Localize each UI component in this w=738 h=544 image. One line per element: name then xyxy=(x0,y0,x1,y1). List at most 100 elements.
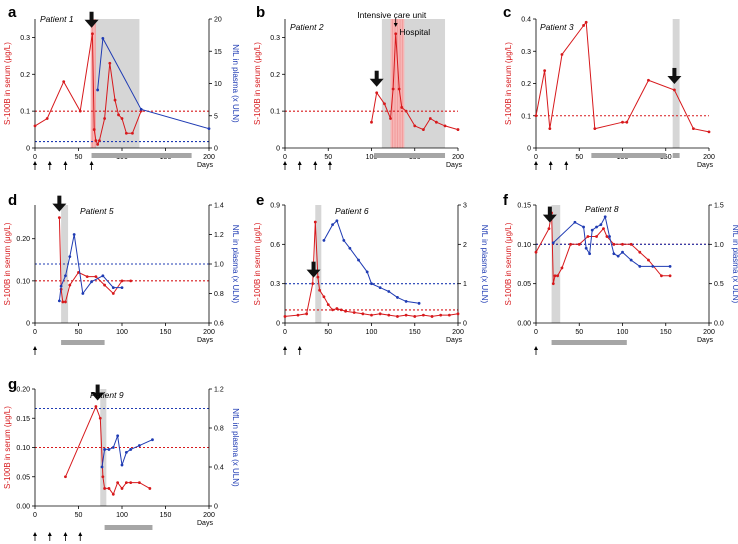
s100b-data-point xyxy=(148,487,152,490)
y-axis-title: S-100B in serum (μg/L) xyxy=(3,222,12,305)
s100b-data-point xyxy=(397,87,401,91)
event-arrow-head xyxy=(369,78,384,87)
nfl-data-point xyxy=(396,296,399,299)
time-marker-arrowhead xyxy=(33,161,37,165)
s100b-data-point xyxy=(378,312,382,316)
y2-tick-label: 0 xyxy=(214,504,218,511)
nfl-data-point xyxy=(608,235,611,238)
panel-label: e xyxy=(256,192,264,209)
s100b-data-point xyxy=(97,139,101,143)
x-tick-label: 200 xyxy=(452,329,464,336)
s100b-data-point xyxy=(422,128,425,131)
time-marker-arrowhead xyxy=(327,161,332,165)
time-marker-arrowhead xyxy=(63,532,68,536)
x-axis-title: Days xyxy=(197,520,213,527)
y-tick-label: 0.15 xyxy=(16,416,30,423)
s100b-data-point xyxy=(45,117,49,120)
event-arrow-shaft xyxy=(311,261,316,271)
y-tick-label: 0.6 xyxy=(270,242,280,249)
y-tick-label: 0 xyxy=(276,321,280,328)
s100b-data-point xyxy=(94,275,98,279)
time-marker-arrowhead xyxy=(548,161,553,165)
s100b-data-point xyxy=(396,315,399,318)
s100b-data-point xyxy=(394,32,398,36)
y2-tick-label: 0 xyxy=(463,321,467,328)
event-arrow-shaft xyxy=(672,67,677,77)
x-tick-label: 50 xyxy=(324,154,332,161)
s100b-data-point xyxy=(673,88,676,92)
s100b-data-point xyxy=(103,117,106,120)
x-tick-label: 50 xyxy=(75,329,83,336)
s100b-series-line xyxy=(284,221,459,317)
s100b-data-point xyxy=(647,258,650,262)
s100b-data-point xyxy=(117,113,120,117)
s100b-data-point xyxy=(94,405,98,408)
nfl-data-point xyxy=(387,290,391,293)
s100b-data-point xyxy=(593,127,597,131)
s100b-data-point xyxy=(64,300,67,304)
s100b-data-point xyxy=(434,120,438,124)
s100b-data-point xyxy=(101,475,105,479)
s100b-data-point xyxy=(422,313,425,317)
s100b-data-point xyxy=(331,308,334,312)
time-marker-arrowhead xyxy=(283,161,287,165)
s100b-data-point xyxy=(625,120,629,124)
s100b-data-point xyxy=(344,309,347,313)
patient-title: Patient 3 xyxy=(540,22,574,32)
y-tick-label: 0.00 xyxy=(517,321,531,328)
y-tick-label: 0.1 xyxy=(270,109,280,116)
nfl-data-point xyxy=(584,246,588,250)
y-tick-label: 0.3 xyxy=(270,35,280,42)
y-tick-label: 0.10 xyxy=(517,242,531,249)
s100b-data-point xyxy=(57,216,61,220)
s100b-data-point xyxy=(361,312,365,316)
s100b-data-point xyxy=(551,282,555,286)
s100b-data-point xyxy=(120,279,124,283)
s100b-data-point xyxy=(61,300,65,304)
x-tick-label: 0 xyxy=(283,154,287,161)
s100b-data-point xyxy=(400,106,404,109)
s100b-data-point xyxy=(569,242,572,246)
x-axis-title: Days xyxy=(697,162,713,169)
patient-title: Patient 1 xyxy=(40,14,74,24)
y-tick-label: 0.3 xyxy=(270,281,280,288)
x-tick-label: 50 xyxy=(575,154,583,161)
patient-title: Patient 9 xyxy=(90,390,124,400)
s100b-data-point xyxy=(64,475,67,479)
y2-tick-label: 0.6 xyxy=(214,321,224,328)
event-arrow-head xyxy=(52,203,67,212)
event-arrow-shaft xyxy=(95,384,100,394)
x-tick-label: 50 xyxy=(75,512,83,519)
nfl-data-point xyxy=(59,284,63,288)
s100b-data-point xyxy=(113,98,117,102)
nfl-data-point xyxy=(331,223,334,227)
s100b-data-point xyxy=(111,492,115,496)
nfl-data-point xyxy=(100,465,104,469)
y-tick-label: 0.20 xyxy=(16,387,30,394)
s100b-data-point xyxy=(404,313,408,317)
x-tick-label: 100 xyxy=(366,154,378,161)
s100b-data-point xyxy=(313,220,317,224)
time-marker-arrowhead xyxy=(47,161,52,165)
treatment-bar xyxy=(672,153,680,158)
x-tick-label: 100 xyxy=(617,329,629,336)
time-marker-arrowhead xyxy=(297,161,302,165)
nfl-data-point xyxy=(111,286,115,289)
nfl-data-point xyxy=(81,292,85,295)
event-arrow-shaft xyxy=(89,11,94,21)
s100b-data-point xyxy=(107,487,111,490)
time-marker-arrowhead xyxy=(33,346,37,350)
y-axis-title: S-100B in serum (μg/L) xyxy=(3,42,12,125)
x-tick-label: 0 xyxy=(283,329,287,336)
nfl-data-point xyxy=(151,438,154,442)
hospital-shade xyxy=(315,205,322,323)
y2-tick-label: 1.2 xyxy=(214,387,224,394)
treatment-bar xyxy=(91,153,192,158)
nfl-data-point xyxy=(101,36,105,40)
s100b-data-point xyxy=(439,313,443,317)
x-tick-label: 200 xyxy=(203,512,215,519)
s100b-data-point xyxy=(131,131,134,135)
time-marker-arrowhead xyxy=(47,532,52,536)
nfl-series-line xyxy=(101,435,153,468)
